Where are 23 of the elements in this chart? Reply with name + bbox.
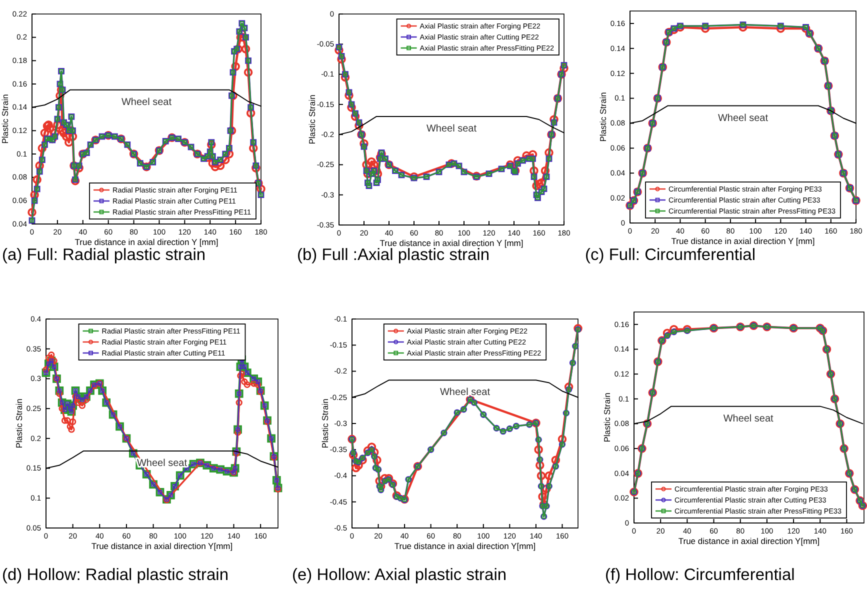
x-axis-title: True distance in axial direction Y [mm] — [380, 238, 524, 248]
annotation: Wheel seat — [121, 96, 172, 108]
text: (c) Full: Circumferential — [585, 246, 756, 264]
annotation: Wheel seat — [718, 112, 768, 124]
x-axis-title: True distance in axial direction Y[mm] — [91, 541, 233, 551]
y-axis-title: Plastic Strain — [14, 398, 24, 448]
y-axis-title: Plastic Strain — [0, 94, 10, 144]
text: (e) Hollow: Axial plastic strain — [292, 566, 507, 584]
x-axis-title: True distance in axial direction Y[mm] — [394, 541, 536, 551]
y-axis-title: Plastic Strain — [602, 392, 612, 442]
annotation: Wheel seat — [426, 123, 477, 134]
x-axis-title: True distance in axial direction Y[mm] — [678, 536, 820, 546]
annotation: Wheel seat — [440, 387, 490, 398]
y-axis-title: Plastic Strain — [307, 94, 317, 144]
y-axis-title: Plastic Strain — [320, 398, 330, 448]
x-axis-title: True distance in axial direction Y [mm] — [74, 237, 218, 247]
text: (a) Full: Radial plastic strain — [2, 246, 206, 264]
text: (f) Hollow: Circumferential — [605, 566, 795, 584]
text: (b) Full :Axial plastic strain — [297, 246, 490, 264]
y-axis-title: Plastic Strain — [598, 92, 608, 142]
x-axis-title: True distance in axial direction Y [mm] — [671, 236, 815, 246]
annotation: Wheel seat — [723, 413, 774, 424]
text: (d) Hollow: Radial plastic strain — [2, 566, 228, 584]
